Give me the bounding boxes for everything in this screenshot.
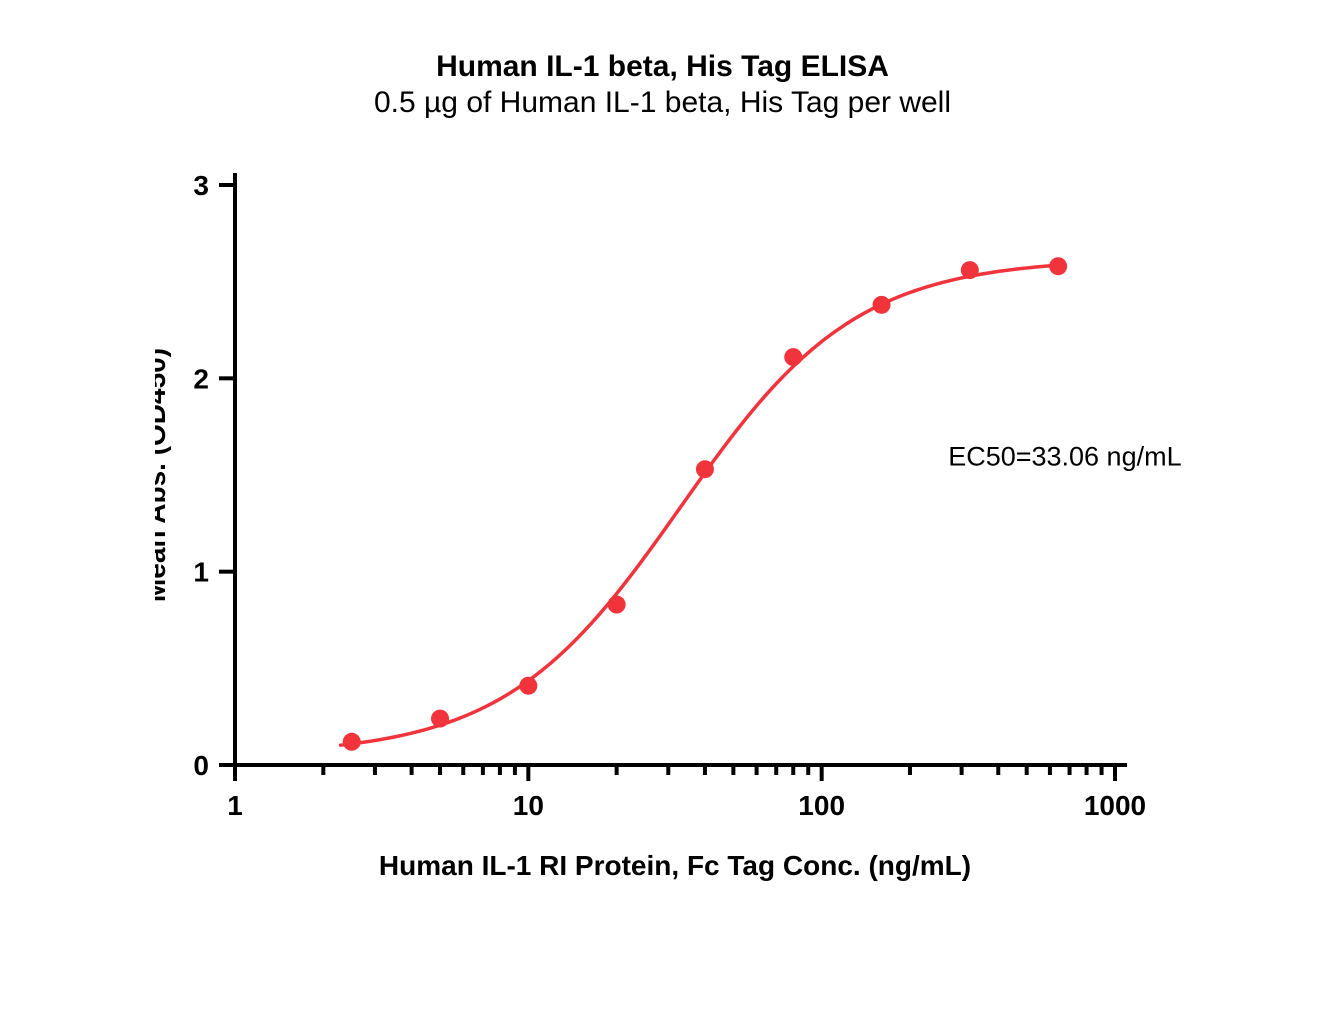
- data-point: [519, 677, 537, 695]
- x-tick-label: 1000: [1084, 790, 1146, 821]
- fit-curve: [341, 265, 1063, 745]
- chart-title: Human IL-1 beta, His Tag ELISA: [0, 50, 1325, 84]
- y-tick-label: 1: [193, 557, 209, 588]
- x-tick-label: 1: [227, 790, 243, 821]
- y-tick-label: 3: [193, 170, 209, 201]
- y-tick-label: 0: [193, 750, 209, 781]
- chart-area: 01231101001000Mean Abs. (OD450)Human IL-…: [155, 165, 1255, 945]
- data-point: [343, 733, 361, 751]
- data-point: [784, 348, 802, 366]
- y-tick-label: 2: [193, 363, 209, 394]
- data-point: [873, 296, 891, 314]
- y-axis-label: Mean Abs. (OD450): [155, 348, 171, 602]
- chart-svg: 01231101001000Mean Abs. (OD450)Human IL-…: [155, 165, 1255, 945]
- chart-titles: Human IL-1 beta, His Tag ELISA 0.5 µg of…: [0, 50, 1325, 120]
- data-point: [608, 596, 626, 614]
- data-point: [961, 261, 979, 279]
- x-tick-label: 100: [798, 790, 845, 821]
- chart-subtitle: 0.5 µg of Human IL-1 beta, His Tag per w…: [0, 86, 1325, 120]
- data-point: [1049, 257, 1067, 275]
- ec50-annotation: EC50=33.06 ng/mL: [948, 441, 1181, 471]
- data-point: [431, 710, 449, 728]
- x-tick-label: 10: [513, 790, 544, 821]
- x-axis-label: Human IL-1 RI Protein, Fc Tag Conc. (ng/…: [379, 850, 971, 881]
- data-point: [696, 460, 714, 478]
